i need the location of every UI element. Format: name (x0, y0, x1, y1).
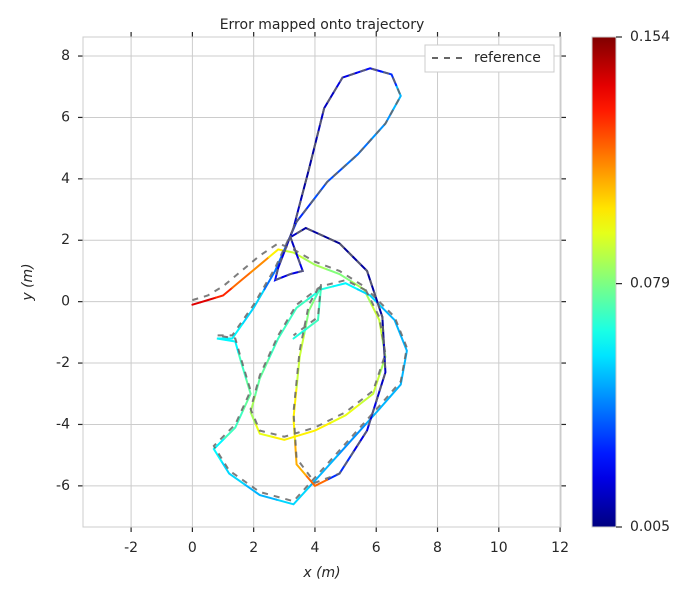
x-tick-label: 4 (310, 540, 319, 556)
trajectory-segment (275, 486, 310, 506)
trajectory-segment (336, 423, 367, 457)
trajectory-segment (220, 460, 246, 486)
trajectory-segment (241, 288, 266, 325)
trajectory-segment (298, 421, 332, 437)
x-tick-label: -2 (124, 540, 138, 556)
y-tick-label: -4 (56, 416, 70, 432)
trajectory-segment (199, 296, 217, 304)
trajectory-segment (191, 301, 202, 306)
trajectory-segment (286, 297, 310, 325)
trajectory-segment (381, 306, 402, 337)
legend (424, 44, 555, 73)
x-tick-label: 8 (433, 540, 442, 556)
chart-title: Error mapped onto trajectory (220, 17, 425, 33)
x-tick-label: 0 (188, 540, 197, 556)
trajectory-segment (326, 268, 353, 283)
trajectory-segment (267, 322, 289, 360)
y-tick-label: 2 (61, 232, 70, 248)
trajectory-segment (216, 337, 228, 342)
trajectory-segment (389, 366, 405, 398)
y-tick-label: -2 (56, 355, 70, 371)
x-tick-label: 2 (249, 540, 258, 556)
trajectory-segment (341, 137, 373, 170)
y-tick-label: 6 (61, 109, 70, 125)
trajectory-segment (292, 328, 307, 340)
y-tick-label: -6 (56, 478, 70, 494)
trajectory-segment (249, 256, 270, 274)
trajectory-segment (303, 257, 329, 271)
legend-label: reference (474, 50, 541, 66)
plot-frame (82, 36, 562, 528)
reference-line (192, 67, 408, 503)
trajectory-segment (212, 437, 226, 463)
trajectory-segment (254, 357, 270, 397)
x-tick-label: 10 (490, 540, 508, 556)
colorbar (591, 36, 617, 528)
trajectory-segment (284, 249, 306, 260)
trajectory-segment (231, 271, 252, 289)
x-tick-label: 12 (551, 540, 569, 556)
trajectory-segment (364, 395, 392, 426)
trajectory-segment (223, 409, 244, 440)
y-tick-label: 8 (61, 48, 70, 64)
trajectory-segment (326, 451, 355, 481)
trajectory-segment (370, 303, 384, 340)
trajectory-segment (399, 334, 408, 369)
colorbar-tick-label: 0.005 (630, 519, 670, 535)
trajectory-segment (332, 71, 358, 94)
trajectory-segment (307, 454, 339, 489)
trajectory-segment (223, 322, 244, 340)
trajectory-segment (332, 282, 359, 291)
x-axis-label: x (m) (302, 565, 340, 581)
trajectory-segment (294, 440, 307, 477)
x-tick-label: 6 (372, 540, 381, 556)
trajectory-segment (243, 483, 278, 501)
trajectory-segment (329, 403, 361, 424)
trajectory-segment (254, 421, 274, 438)
colorbar-tick-label: 0.154 (630, 29, 670, 45)
y-axis-label: y (m) (20, 263, 36, 301)
y-tick-label: 4 (61, 171, 70, 187)
colorbar-tick-label: 0.079 (630, 276, 670, 292)
y-tick-label: 0 (61, 294, 70, 310)
trajectory-segment (214, 286, 234, 299)
trajectory-segment (304, 474, 329, 488)
